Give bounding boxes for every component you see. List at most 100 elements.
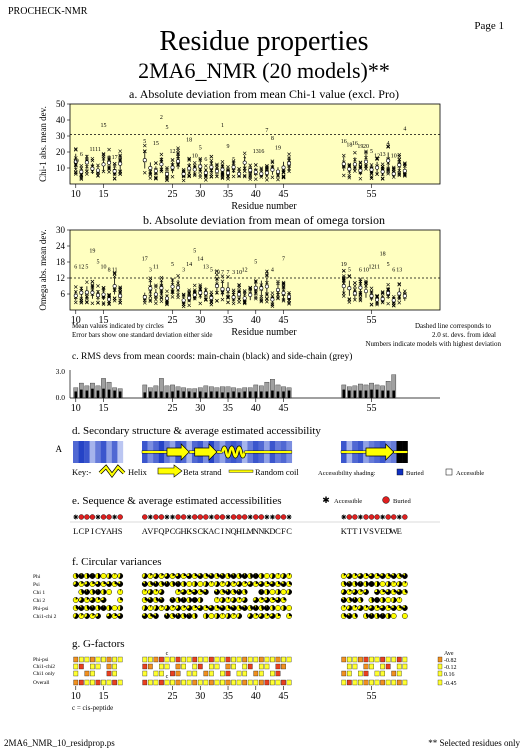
panel-b-model-label: 5 [193, 249, 196, 255]
gfactor-cell [231, 663, 236, 670]
beta-strand-arrow [365, 443, 395, 461]
panel-a-point [353, 150, 357, 155]
panel-a-point [380, 176, 385, 181]
cv-wedge [89, 605, 96, 611]
panel-e-title: e. Sequence & average estimated accessib… [72, 495, 282, 507]
panel-a-model-label: 19 [275, 146, 281, 152]
sequence-residue: T [347, 526, 353, 536]
cv-dial [111, 605, 118, 611]
sequence-residue: Q [231, 526, 237, 536]
cv-wedge [114, 613, 118, 616]
panel-a-point [220, 172, 225, 177]
panel-b-point [347, 274, 352, 279]
panel-b-point [142, 301, 147, 305]
cv-wedge [343, 573, 347, 576]
panel-b-mean-circle [95, 293, 100, 298]
panel-b-point [112, 270, 117, 275]
panel-b-mean-circle [90, 290, 95, 295]
panel-c-y-tick-min: 0.0 [56, 393, 66, 402]
cv-wedge [385, 589, 391, 595]
gfactor-cell [84, 670, 90, 677]
panel-a-point [237, 167, 241, 171]
accessibility-marker [158, 514, 165, 520]
panel-a-point [386, 167, 390, 172]
rms-main-chain-bar [392, 390, 396, 398]
gfactor-cell [147, 663, 153, 670]
panel-a-point [253, 163, 258, 167]
cv-dial [106, 589, 113, 595]
gfactor-cell [242, 679, 248, 686]
accessibility-marker [170, 514, 176, 520]
panel-b-point [270, 302, 275, 307]
panel-a-mean-circle [264, 170, 269, 175]
gfactor-cell [253, 679, 259, 686]
panel-b-point [242, 288, 247, 293]
cv-wedge [205, 613, 209, 619]
panel-b-y-tick-label: 12 [56, 273, 65, 283]
cv-wedge [258, 589, 265, 595]
panel-b-point [353, 298, 357, 302]
gfactor-ave-value: -0.12 [444, 665, 457, 671]
rms-main-chain-bar [193, 392, 197, 398]
panel-b-point [347, 274, 352, 278]
gfactor-cell [192, 679, 198, 686]
panel-b-point [148, 294, 153, 299]
panel-b-point [165, 302, 169, 307]
panel-a-ylabel: Chi-1 abs. mean dev. [38, 106, 48, 182]
rms-main-chain-bar [187, 391, 191, 398]
panel-a-mean-circle [275, 169, 280, 174]
panel-a-point [358, 161, 363, 166]
panel-b-model-label: 18 [380, 251, 386, 257]
cv-wedge [382, 589, 386, 593]
panel-a-mean-circle [142, 158, 147, 163]
panel-b-mean-circle [358, 285, 363, 290]
cv-wedge [280, 581, 287, 587]
gfactor-cell [402, 679, 408, 686]
cv-wedge [95, 613, 101, 619]
cv-wedge [261, 597, 264, 600]
panel-a-point [386, 145, 390, 149]
panel-b-point [391, 303, 396, 308]
panel-c-x-tick-label: 45 [279, 403, 289, 414]
gfactor-cell [363, 679, 369, 686]
panel-b-mean-circle [369, 294, 374, 299]
cv-wedge [186, 605, 192, 611]
gfactor-cell [380, 656, 385, 663]
gfactor-cell [90, 663, 95, 670]
panel-b-point [341, 275, 346, 280]
panel-a-point [380, 177, 385, 181]
cv-wedge [161, 605, 164, 608]
panel-a-mean-circle [148, 166, 153, 171]
panel-b-point [375, 302, 379, 307]
panel-b-point [176, 273, 180, 278]
gfactor-cell [363, 656, 369, 663]
cv-wedge [142, 573, 148, 579]
cv-wedge [189, 589, 192, 592]
gfactor-cell [192, 663, 198, 670]
cv-wedge [349, 589, 352, 592]
accessibility-marker [95, 514, 101, 520]
sequence-residue: N [225, 526, 231, 536]
cv-wedge [374, 597, 380, 603]
cv-wedge [200, 597, 203, 603]
accessibility-marker [230, 514, 237, 520]
panel-a-point [259, 167, 264, 172]
gfactor-cell [170, 670, 175, 677]
panel-b-point [209, 290, 214, 294]
cv-wedge [180, 597, 187, 603]
panel-a-x-tick-label: 30 [195, 189, 205, 200]
panel-a-point [142, 143, 147, 148]
panel-a-mean-circle [164, 172, 169, 177]
cv-wedge [399, 605, 402, 609]
gfactor-cell [214, 663, 220, 670]
cv-wedge [388, 613, 391, 619]
rms-main-chain-bar [359, 390, 362, 398]
panel-a-model-label: 5 [165, 125, 168, 131]
gfactor-cell [264, 656, 270, 663]
panel-a-point [248, 175, 253, 180]
gfactor-cell [396, 656, 402, 663]
panel-a-point [369, 174, 374, 179]
cv-dial [197, 581, 204, 587]
gfactor-cell [358, 670, 363, 677]
panel-a-point [403, 162, 407, 167]
